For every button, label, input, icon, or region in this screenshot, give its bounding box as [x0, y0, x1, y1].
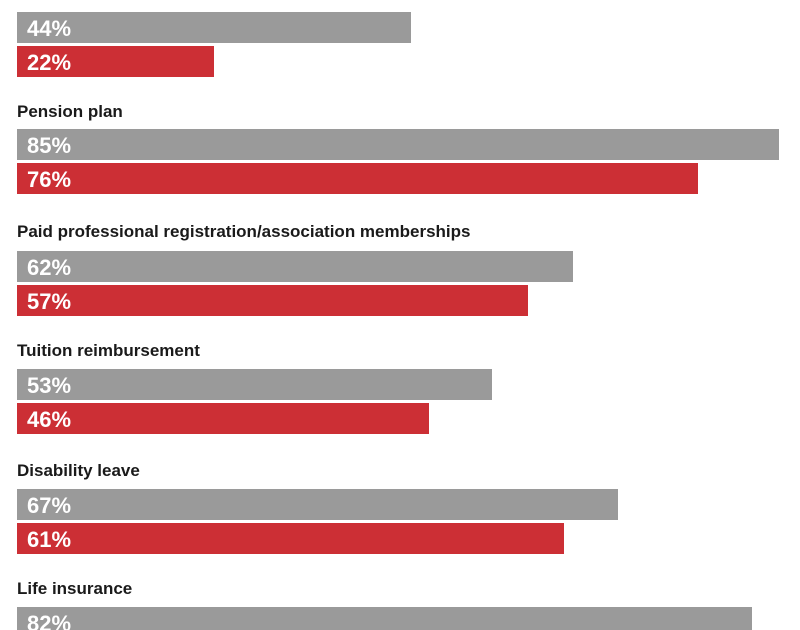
data-label: 44% — [27, 16, 71, 41]
bar-grey — [17, 369, 492, 400]
category-label: Disability leave — [17, 461, 140, 480]
bar-grey — [17, 607, 752, 630]
bar-grey — [17, 251, 573, 282]
bar-red — [17, 523, 564, 554]
data-label: 53% — [27, 373, 71, 398]
category-label: Tuition reimbursement — [17, 341, 200, 360]
bar-grey — [17, 489, 618, 520]
category-label: Paid professional registration/associati… — [17, 222, 470, 241]
data-label: 82% — [27, 611, 71, 630]
data-label: 76% — [27, 167, 71, 192]
data-label: 22% — [27, 50, 71, 75]
bar-grey — [17, 129, 779, 160]
data-label: 85% — [27, 133, 71, 158]
data-label: 46% — [27, 407, 71, 432]
bar-red — [17, 403, 429, 434]
bar-red — [17, 285, 528, 316]
data-label: 61% — [27, 527, 71, 552]
bar-red — [17, 163, 698, 194]
category-label: Life insurance — [17, 579, 132, 598]
data-label: 67% — [27, 493, 71, 518]
data-label: 62% — [27, 255, 71, 280]
bar-grey — [17, 12, 411, 43]
bar-red — [17, 46, 214, 77]
category-label: Pension plan — [17, 102, 123, 121]
data-label: 57% — [27, 289, 71, 314]
